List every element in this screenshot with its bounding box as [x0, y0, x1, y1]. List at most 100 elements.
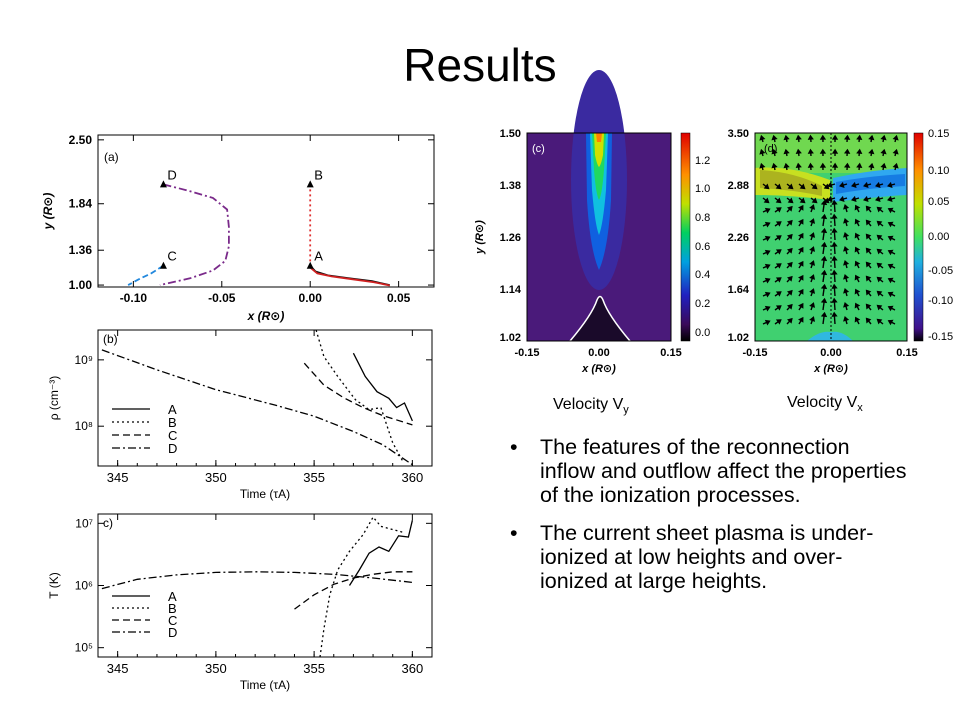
- velocity-arrowhead: [892, 148, 899, 155]
- cb-c-tick: 0.8: [695, 212, 710, 224]
- velocity-arrowhead: [827, 195, 833, 202]
- velocity-arrowhead: [764, 207, 771, 214]
- velocity-arrowhead: [798, 218, 804, 225]
- c-xlabel: x (R⊙): [581, 363, 616, 375]
- velocity-arrowhead: [843, 148, 851, 154]
- velocity-arrowhead: [831, 311, 838, 317]
- velocity-arrowhead: [764, 221, 771, 228]
- velocity-arrowhead: [764, 235, 771, 242]
- velocity-arrowhead: [798, 204, 804, 211]
- velocity-arrowhead: [786, 289, 793, 296]
- velocity-arrowhead: [775, 277, 782, 283]
- velocity-arrowhead: [795, 148, 802, 155]
- velocity-arrowhead: [809, 218, 816, 224]
- velocity-arrowhead: [831, 213, 838, 219]
- velocity-arrowhead: [775, 235, 782, 241]
- velocity-arrowhead: [868, 134, 875, 141]
- velocity-arrowhead: [786, 205, 793, 212]
- velocity-arrowhead: [851, 195, 857, 202]
- velocity-arrowhead: [865, 205, 872, 212]
- velocity-arrowhead: [775, 221, 782, 227]
- velocity-arrowhead: [786, 261, 793, 268]
- velocity-arrowhead: [787, 183, 794, 190]
- velocity-arrowhead: [764, 249, 771, 256]
- d-ytick: 2.88: [728, 180, 749, 192]
- panel-c-label: (c): [532, 143, 545, 155]
- velocity-arrowhead: [820, 241, 828, 248]
- bullet-text: The current sheet plasma is under-ionize…: [540, 521, 874, 593]
- velocity-arrowhead: [892, 162, 899, 169]
- velocity-arrowhead: [775, 249, 782, 255]
- velocity-arrowhead: [887, 221, 894, 228]
- velocity-arrowhead: [854, 260, 861, 267]
- velocity-arrowhead: [775, 305, 782, 311]
- velocity-arrowhead: [811, 183, 818, 190]
- velocity-arrowhead: [764, 319, 771, 326]
- velocity-arrowhead: [786, 219, 793, 226]
- c-ytick: 1.38: [500, 180, 521, 192]
- velocity-arrowhead: [854, 246, 861, 253]
- velocity-arrowhead: [809, 246, 816, 252]
- velocity-arrowhead: [854, 218, 861, 225]
- c-xtick: -0.15: [514, 347, 539, 359]
- velocity-arrowhead: [851, 181, 857, 188]
- d-ytick: 1.64: [728, 284, 750, 296]
- cb-c-tick: 0.2: [695, 298, 710, 310]
- velocity-arrowhead: [809, 232, 816, 238]
- velocity-arrowhead: [839, 181, 845, 188]
- velocity-arrowhead: [820, 227, 828, 234]
- velocity-arrowhead: [823, 197, 830, 204]
- velocity-arrowhead: [887, 277, 894, 284]
- velocity-arrowhead: [786, 303, 793, 310]
- velocity-arrowhead: [820, 255, 828, 262]
- c-ytick: 1.14: [500, 284, 522, 296]
- velocity-arrowhead: [799, 183, 806, 190]
- velocity-arrowhead: [831, 199, 838, 205]
- d-xlabel: x (R⊙): [813, 363, 848, 375]
- cb-c-tick: 1.2: [695, 155, 710, 167]
- velocity-arrowhead: [843, 232, 850, 238]
- c-ytick: 1.26: [500, 232, 521, 244]
- velocity-arrowhead: [763, 197, 770, 204]
- velocity-arrowhead: [831, 241, 838, 247]
- c-ytick: 1.50: [500, 128, 521, 140]
- velocity-arrowhead: [786, 247, 793, 254]
- bullet-text: The features of the reconnection inflow …: [540, 435, 907, 507]
- velocity-arrowhead: [876, 248, 883, 255]
- velocity-arrowhead: [783, 148, 790, 155]
- caption-vx: Velocity Vx: [787, 394, 863, 415]
- cb-c-tick: 0.6: [695, 241, 710, 253]
- velocity-arrowhead: [876, 290, 883, 297]
- velocity-arrowhead: [811, 197, 818, 204]
- velocity-arrowhead: [887, 263, 894, 270]
- bullet-list: • The features of the reconnection inflow…: [510, 435, 910, 607]
- velocity-arrowhead: [827, 181, 833, 188]
- d-xtick: -0.15: [742, 347, 767, 359]
- velocity-arrowhead: [865, 247, 872, 254]
- velocity-arrowhead: [831, 148, 839, 154]
- velocity-arrowhead: [880, 162, 887, 169]
- velocity-arrowhead: [843, 260, 850, 266]
- velocity-arrowhead: [759, 162, 766, 169]
- bullet-dot: •: [510, 435, 518, 459]
- velocity-arrowhead: [863, 181, 869, 188]
- velocity-arrowhead: [764, 277, 771, 284]
- velocity-arrowhead: [775, 183, 782, 190]
- velocity-arrowhead: [831, 269, 838, 275]
- velocity-arrowhead: [854, 232, 861, 239]
- velocity-arrowhead: [887, 319, 894, 326]
- velocity-arrowhead: [875, 195, 881, 202]
- velocity-arrowhead: [798, 232, 804, 239]
- velocity-arrowhead: [839, 195, 845, 202]
- velocity-arrowhead: [775, 291, 782, 297]
- velocity-arrowhead: [819, 148, 827, 154]
- velocity-arrowhead: [865, 289, 872, 296]
- velocity-arrowhead: [809, 302, 816, 308]
- velocity-arrowhead: [887, 207, 894, 214]
- d-ytick: 1.02: [728, 332, 749, 344]
- velocity-arrowhead: [783, 134, 790, 141]
- velocity-arrowhead: [843, 162, 851, 168]
- d-ytick: 2.26: [728, 232, 749, 244]
- velocity-arrowhead: [856, 134, 863, 141]
- velocity-arrowhead: [868, 162, 875, 169]
